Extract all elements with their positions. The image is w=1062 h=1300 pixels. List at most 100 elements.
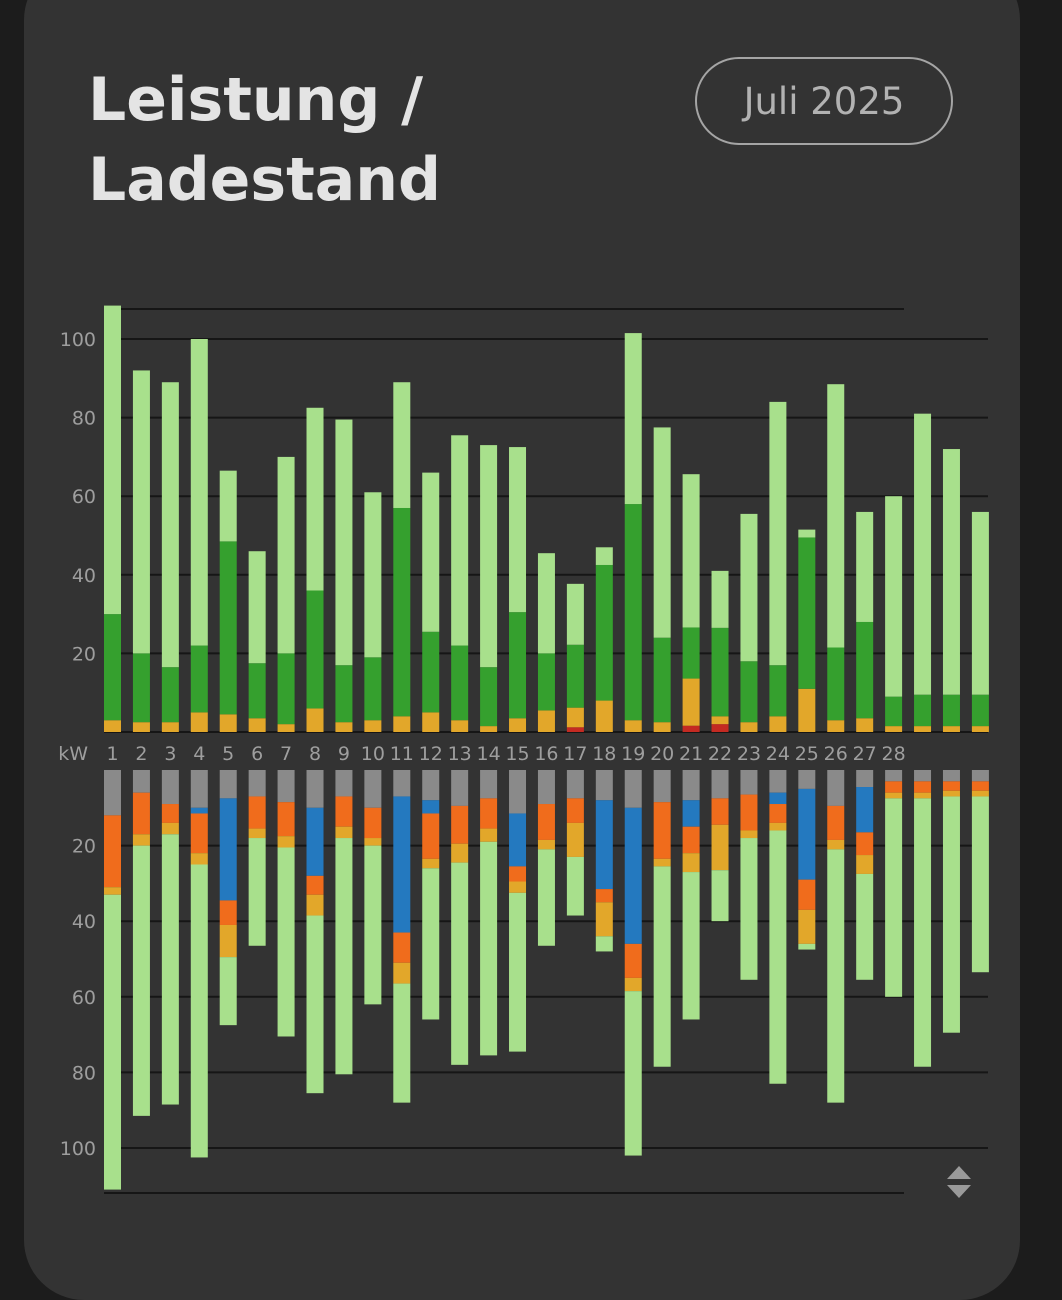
bottom-bar-segment-yellow (624, 977, 642, 992)
top-bar-segment-dark_green (161, 667, 179, 723)
bottom-bar-segment-gray (422, 770, 440, 801)
bottom-bar-segment-gray (480, 770, 498, 799)
x-tick-label: 23 (737, 743, 761, 765)
x-tick-label: 1 (106, 743, 118, 765)
bottom-bar-segment-yellow (566, 822, 584, 857)
top-y-tick-label: 40 (72, 565, 96, 587)
bottom-bar-segment-gray (190, 770, 208, 808)
top-bar-segment-light_green (422, 472, 440, 632)
top-bar-segment-dark_green (942, 694, 960, 727)
bottom-bar-segment-gray (277, 770, 295, 803)
top-bar-segment-yellow (190, 712, 208, 732)
top-bar-segment-yellow (595, 700, 613, 732)
bottom-bar-segment-yellow (740, 830, 758, 839)
top-bar-segment-dark_green (914, 694, 932, 727)
bottom-bar-segment-orange (653, 802, 671, 859)
x-tick-label: 18 (592, 743, 616, 765)
top-bar-segment-light_green (711, 570, 729, 628)
top-bar-segment-dark_green (682, 627, 700, 679)
top-bar-segment-light_green (537, 553, 555, 654)
sort-up-down-icon[interactable] (944, 1164, 974, 1200)
bottom-bar-segment-blue (509, 813, 527, 867)
bottom-bar-segment-gray (219, 770, 237, 799)
bottom-bar-segment-blue (190, 807, 208, 814)
bottom-bar-segment-orange (161, 804, 179, 823)
bottom-bar-segment-orange (885, 781, 903, 793)
top-bar-segment-yellow (566, 707, 584, 728)
bottom-bar-segment-yellow (537, 839, 555, 850)
bottom-bar-segment-gray (914, 770, 932, 782)
bottom-bar-segment-orange (856, 832, 874, 856)
top-y-tick-label: 60 (72, 486, 96, 508)
bottom-bar-segment-orange (509, 866, 527, 882)
bottom-bar-segment-gray (306, 770, 324, 808)
bottom-bar-segment-gray (335, 770, 353, 797)
bottom-bar-segment-yellow (653, 858, 671, 867)
bottom-y-tick-label: 40 (72, 911, 96, 933)
bottom-bar-segment-light_green (595, 936, 613, 952)
top-bar-segment-dark_green (971, 694, 989, 727)
bottom-bar-segment-light_green (885, 798, 903, 997)
bottom-bar-segment-yellow (595, 902, 613, 937)
x-tick-label: 3 (164, 743, 176, 765)
top-bar-segment-light_green (653, 427, 671, 638)
top-y-tick-label: 80 (72, 408, 96, 430)
top-bar-segment-red (711, 724, 729, 732)
month-selector-button[interactable]: Juli 2025 (695, 57, 953, 145)
x-tick-label: 24 (766, 743, 790, 765)
top-bar-segment-light_green (451, 435, 469, 646)
bottom-bar-segment-orange (277, 802, 295, 837)
bottom-bar-segment-gray (624, 770, 642, 808)
top-bar-segment-yellow (682, 678, 700, 726)
top-bar-segment-dark_green (711, 627, 729, 717)
bottom-bar-segment-orange (537, 804, 555, 840)
bottom-bar-segment-yellow (480, 828, 498, 842)
bottom-bar-segment-yellow (219, 924, 237, 958)
x-tick-label: 17 (563, 743, 587, 765)
bottom-bar-segment-light_green (104, 894, 121, 1190)
bottom-bar-segment-yellow (248, 828, 266, 839)
top-bar-segment-light_green (682, 474, 700, 628)
top-bar-segment-dark_green (827, 647, 845, 721)
bottom-bar-segment-blue (306, 807, 324, 876)
bottom-bar-segment-gray (798, 770, 816, 789)
top-bar-segment-dark_green (190, 645, 208, 713)
top-bar-segment-yellow (914, 726, 932, 732)
bottom-bar-segment-yellow (393, 962, 411, 984)
bottom-bar-segment-orange (393, 932, 411, 963)
top-bar-segment-dark_green (248, 663, 266, 719)
top-y-tick-label: 100 (60, 329, 96, 351)
bottom-bar-segment-gray (885, 770, 903, 782)
top-bar-segment-yellow (942, 726, 960, 732)
x-tick-label: 16 (534, 743, 558, 765)
bottom-bar-segment-light_green (161, 834, 179, 1105)
bottom-bar-segment-blue (219, 798, 237, 901)
bottom-bar-segment-orange (451, 805, 469, 844)
bottom-bar-segment-light_green (509, 892, 527, 1052)
top-bar-segment-light_green (769, 401, 787, 666)
bottom-y-tick-label: 80 (72, 1062, 96, 1084)
top-bar-segment-light_green (827, 384, 845, 648)
x-tick-label: 10 (361, 743, 385, 765)
bottom-bar-segment-light_green (769, 830, 787, 1084)
bottom-bar-segment-gray (682, 770, 700, 801)
top-bar-segment-yellow (335, 722, 353, 732)
top-bar-segment-dark_green (306, 590, 324, 709)
x-tick-label: 11 (390, 743, 414, 765)
x-tick-label: 8 (309, 743, 321, 765)
bottom-bar-segment-gray (769, 770, 787, 793)
bottom-bar-segment-light_green (364, 845, 382, 1005)
bottom-bar-segment-blue (624, 807, 642, 944)
bottom-bar-segment-orange (827, 805, 845, 840)
bottom-bar-segment-orange (769, 804, 787, 823)
bottom-bar-segment-orange (480, 798, 498, 829)
x-tick-label: 7 (280, 743, 292, 765)
bottom-bar-segment-yellow (885, 792, 903, 799)
top-bar-segment-yellow (740, 722, 758, 732)
top-bar-segment-yellow (480, 726, 498, 732)
bottom-y-tick-label: 20 (72, 836, 96, 858)
top-bar-segment-dark_green (624, 504, 642, 721)
top-bar-segment-light_green (277, 456, 295, 654)
bottom-bar-segment-yellow (132, 834, 150, 846)
